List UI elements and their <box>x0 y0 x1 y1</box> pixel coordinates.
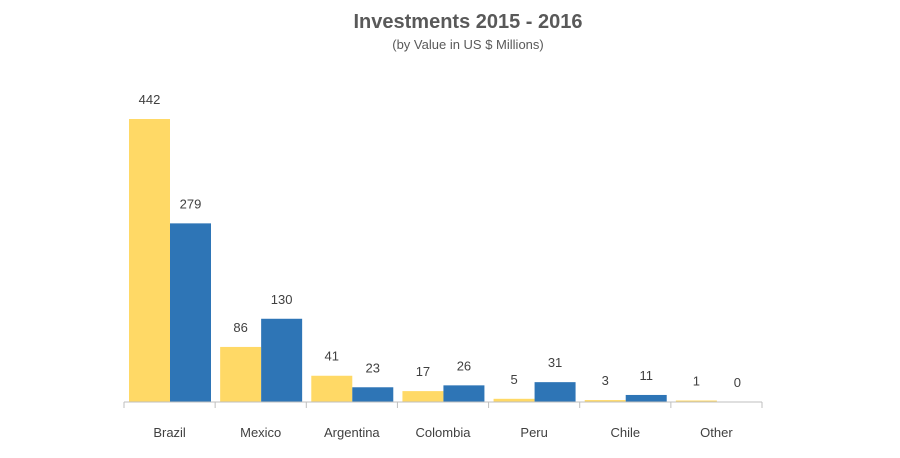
data-label-colombia-2015: 17 <box>416 364 430 379</box>
data-label-brazil-2015: 442 <box>139 92 161 107</box>
chart-subtitle: (by Value in US $ Millions) <box>392 37 543 52</box>
data-label-colombia-2016: 26 <box>457 358 471 373</box>
x-tick-label-chile: Chile <box>610 425 640 440</box>
x-tick-label-peru: Peru <box>520 425 547 440</box>
bar-chile-2015 <box>584 400 626 402</box>
bar-brazil-2016 <box>170 223 211 402</box>
bar-colombia-2015 <box>402 391 444 402</box>
bar-mexico-2015 <box>220 346 262 402</box>
data-label-brazil-2016: 279 <box>180 196 202 211</box>
data-label-other-2016: 0 <box>734 375 741 390</box>
data-label-argentina-2016: 23 <box>366 360 380 375</box>
data-label-argentina-2015: 41 <box>325 349 339 364</box>
data-label-chile-2015: 3 <box>602 373 609 388</box>
x-tick-label-other: Other <box>700 425 733 440</box>
data-label-other-2015: 1 <box>693 374 700 389</box>
bar-other-2015 <box>675 400 717 402</box>
x-tick-label-brazil: Brazil <box>153 425 186 440</box>
data-label-chile-2016: 11 <box>639 368 653 383</box>
x-axis: Brazil Mexico Argentina Colombia Peru Chile Ot… <box>123 401 763 440</box>
data-label-mexico-2016: 130 <box>271 292 293 307</box>
bar-argentina-2015 <box>311 375 353 402</box>
x-tick-label-argentina: Argentina <box>324 425 380 440</box>
bar-chile-2016 <box>625 394 667 402</box>
bar-peru-2016 <box>534 382 576 402</box>
bar-brazil-2015 <box>129 119 170 402</box>
bar-colombia-2016 <box>443 385 485 402</box>
data-label-mexico-2015: 86 <box>233 320 247 335</box>
data-label-peru-2015: 5 <box>510 372 517 387</box>
bar-peru-2015 <box>493 398 535 402</box>
x-tick-label-mexico: Mexico <box>240 425 281 440</box>
x-tick-label-colombia: Colombia <box>416 425 472 440</box>
chart-title: Investments 2015 - 2016 <box>353 11 582 33</box>
data-label-peru-2016: 31 <box>548 355 562 370</box>
bar-mexico-2016 <box>261 318 303 402</box>
bar-argentina-2016 <box>352 387 394 402</box>
